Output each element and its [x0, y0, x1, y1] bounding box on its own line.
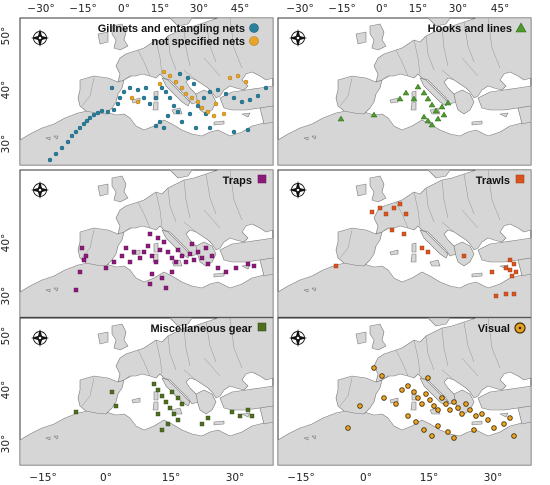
legend-marker-traps — [257, 174, 267, 184]
lat-label-row2-30: 30° — [0, 287, 12, 306]
lon-label-bottom-left-1: −15° — [29, 472, 56, 484]
lon-label-top-right-6: 45° — [491, 3, 510, 15]
lon-label-top-left-3: 0° — [118, 3, 130, 15]
gillnets-markers — [47, 69, 269, 163]
legend-label-misc: Miscellaneous gear — [151, 323, 253, 335]
legend-marker-gillnets — [249, 23, 259, 33]
lon-label-top-left-2: −15° — [69, 3, 96, 15]
legend-label-gillnets: Gillnets and entangling nets — [98, 23, 245, 35]
lon-label-top-left-1: −30° — [27, 3, 54, 15]
legend-marker-visual-dot — [518, 326, 522, 330]
lon-label-top-left-6: 45° — [231, 3, 250, 15]
lat-label-row2-40: 40° — [0, 234, 12, 253]
trawls-markers — [333, 201, 519, 299]
legend-misc: Miscellaneous gear — [151, 322, 267, 335]
lon-label-top-left-5: 30° — [190, 3, 209, 15]
map-panel-visual: Visual — [277, 317, 532, 466]
legend-visual: Visual — [478, 322, 526, 335]
lat-label-row3-50: 50° — [0, 327, 12, 346]
legend-marker-not-specified — [249, 36, 259, 46]
lon-label-top-right-2: −15° — [328, 3, 355, 15]
legend-label-visual: Visual — [478, 323, 510, 335]
lon-label-bottom-right-2: 0° — [360, 472, 372, 484]
lon-label-top-right-1: −30° — [286, 3, 313, 15]
lon-label-top-right-3: 0° — [376, 3, 388, 15]
legend-marker-trawls — [515, 174, 525, 184]
lat-label-row1-40: 40° — [0, 81, 12, 100]
misc-markers — [73, 381, 255, 433]
lon-label-top-left-4: 15° — [151, 3, 170, 15]
lon-label-bottom-left-4: 30° — [226, 472, 245, 484]
map-panel-gillnets: Gillnets and entangling nets not specifi… — [19, 17, 274, 166]
lat-label-row3-30: 30° — [0, 435, 12, 454]
lon-label-bottom-left-2: 0° — [100, 472, 112, 484]
traps-markers — [73, 231, 257, 293]
lat-label-row1-30: 30° — [0, 135, 12, 154]
lon-label-bottom-right-4: 30° — [484, 472, 503, 484]
map-panel-hooks: Hooks and lines — [277, 17, 532, 166]
legend-hooks: Hooks and lines — [428, 22, 527, 35]
legend-label-traps: Traps — [223, 175, 252, 187]
legend-marker-misc — [257, 322, 267, 332]
lon-label-top-right-5: 30° — [449, 3, 468, 15]
legend-traps: Traps — [223, 174, 267, 187]
lon-label-top-right-4: 15° — [409, 3, 428, 15]
legend-gillnets: Gillnets and entangling nets not specifi… — [98, 23, 259, 48]
legend-label-trawls: Trawls — [476, 175, 510, 187]
legend-label-hooks: Hooks and lines — [428, 23, 512, 35]
lat-label-row1-50: 50° — [0, 27, 12, 46]
lon-label-bottom-right-1: −15° — [287, 472, 314, 484]
legend-trawls: Trawls — [476, 174, 525, 187]
hooks-markers — [337, 83, 452, 128]
legend-marker-hooks — [515, 22, 527, 33]
lat-label-row3-40: 40° — [0, 381, 12, 400]
lon-label-bottom-left-3: 15° — [162, 472, 181, 484]
map-panel-misc: Miscellaneous gear — [19, 317, 274, 466]
map-panel-traps: Traps — [19, 169, 274, 318]
legend-label-not-specified-nets: not specified nets — [151, 36, 245, 48]
visual-markers — [345, 365, 517, 441]
map-panel-trawls: Trawls — [277, 169, 532, 318]
lon-label-bottom-right-3: 15° — [420, 472, 439, 484]
